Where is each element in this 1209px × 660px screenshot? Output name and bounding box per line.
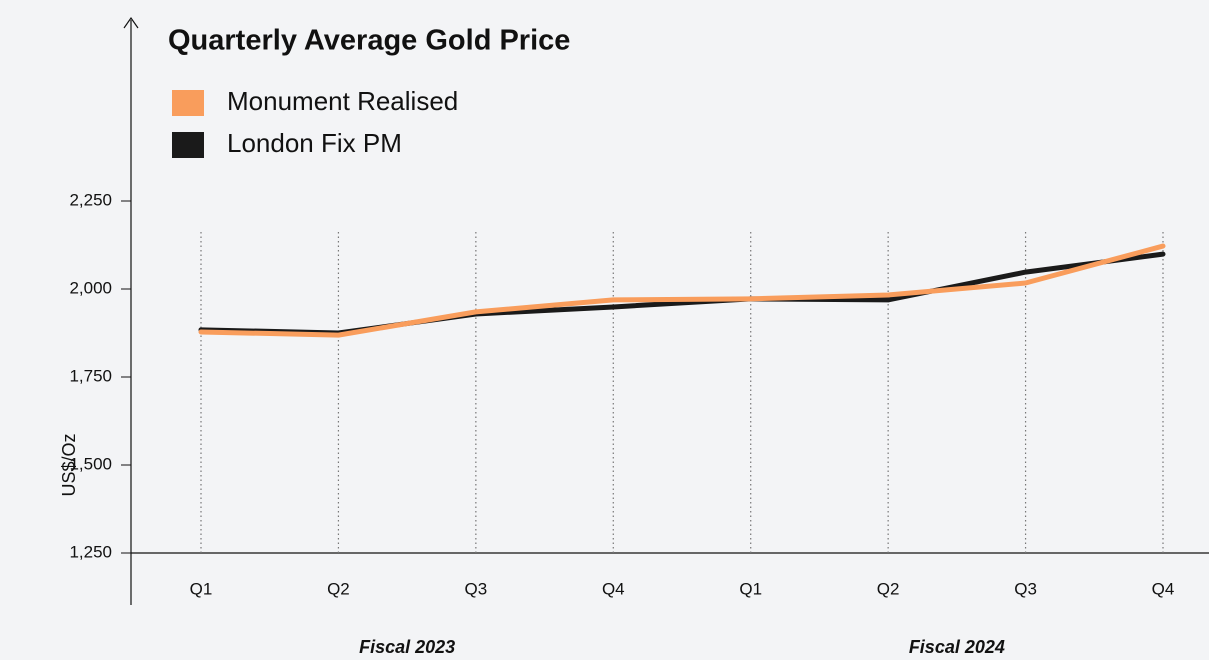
x-tick-label: Q4 <box>602 579 625 598</box>
y-tick-label: 1,750 <box>69 366 112 385</box>
legend-swatch <box>172 90 204 116</box>
x-tick-label: Q2 <box>327 579 350 598</box>
legend-label: Monument Realised <box>227 86 458 116</box>
y-tick-label: 2,250 <box>69 190 112 209</box>
x-tick-label: Q3 <box>1014 579 1037 598</box>
chart-title: Quarterly Average Gold Price <box>168 25 570 57</box>
x-tick-label: Q3 <box>465 579 488 598</box>
legend-swatch <box>172 132 204 158</box>
y-axis-label: US$/Oz <box>59 433 79 496</box>
y-tick-label: 2,000 <box>69 278 112 297</box>
x-tick-label: Q1 <box>739 579 762 598</box>
x-group-label: Fiscal 2023 <box>359 637 455 657</box>
x-tick-label: Q2 <box>877 579 900 598</box>
legend-label: London Fix PM <box>227 128 402 158</box>
y-tick-label: 1,500 <box>69 454 112 473</box>
line-series <box>198 243 1166 338</box>
x-tick-label: Q4 <box>1152 579 1175 598</box>
y-tick-label: 1,250 <box>69 542 112 561</box>
x-group-label: Fiscal 2024 <box>909 637 1005 657</box>
y-axis-arrow <box>123 16 139 29</box>
x-tick-label: Q1 <box>190 579 213 598</box>
